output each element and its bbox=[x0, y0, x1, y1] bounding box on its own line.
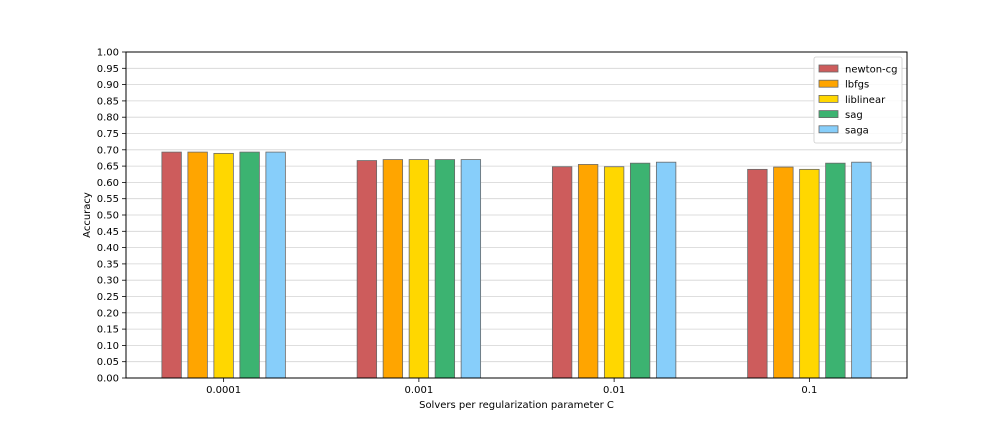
x-tick-label: 0.001 bbox=[405, 385, 434, 396]
bar-lbfgs-0.0001 bbox=[187, 151, 208, 379]
bar-liblinear-0.001 bbox=[408, 159, 430, 379]
legend: newton-cg lbfgs liblinear sag saga bbox=[813, 56, 903, 144]
bar-newton-cg-0.001 bbox=[356, 160, 378, 379]
y-tick-label: 0.60 bbox=[97, 178, 119, 189]
legend-label-liblinear: liblinear bbox=[845, 95, 886, 106]
bar-lbfgs-0.1 bbox=[773, 166, 794, 379]
y-tick-label: 0.70 bbox=[97, 145, 119, 156]
y-tick-label: 0.75 bbox=[97, 129, 119, 140]
y-tick-label: 0.85 bbox=[97, 96, 119, 107]
y-tick-label: 0.95 bbox=[97, 64, 119, 75]
y-tick-label: 0.00 bbox=[97, 374, 119, 385]
y-tick-label: 0.65 bbox=[97, 162, 119, 173]
y-tick-label: 0.35 bbox=[97, 259, 119, 270]
legend-label-newton-cg: newton-cg bbox=[845, 65, 898, 76]
bar-saga-0.001 bbox=[460, 159, 482, 379]
bar-newton-cg-0.1 bbox=[747, 168, 768, 379]
y-axis-ticks: 0.00 0.05 0.10 0.15 0.20 0.25 0.30 0.35 0.40 0.45… bbox=[97, 48, 126, 385]
bars bbox=[161, 151, 872, 379]
y-tick-label: 0.50 bbox=[97, 211, 119, 222]
bar-saga-0.1 bbox=[851, 161, 872, 379]
bar-lbfgs-0.001 bbox=[382, 159, 404, 379]
y-tick-label: 0.05 bbox=[97, 357, 119, 368]
bar-sag-0.001 bbox=[434, 159, 456, 379]
bar-sag-0.0001 bbox=[239, 151, 260, 379]
y-tick-label: 0.15 bbox=[97, 325, 119, 336]
y-tick-label: 0.55 bbox=[97, 194, 119, 205]
legend-label-lbfgs: lbfgs bbox=[845, 80, 869, 91]
x-axis-label: Solvers per regularization parameter C bbox=[419, 400, 614, 411]
bar-newton-cg-0.01 bbox=[551, 166, 573, 379]
y-tick-label: 0.40 bbox=[97, 243, 119, 254]
bar-liblinear-0.01 bbox=[603, 166, 625, 379]
x-tick-label: 0.1 bbox=[801, 385, 817, 396]
bar-saga-0.01 bbox=[655, 161, 677, 379]
legend-box bbox=[813, 56, 903, 144]
bar-sag-0.01 bbox=[629, 162, 651, 379]
bar-newton-cg-0.0001 bbox=[161, 151, 182, 379]
x-axis-ticks: 0.0001 0.001 0.01 0.1 bbox=[206, 378, 817, 396]
y-axis-label: Accuracy bbox=[82, 192, 93, 238]
y-tick-label: 0.45 bbox=[97, 227, 119, 238]
legend-swatch-newton-cg bbox=[818, 64, 839, 73]
legend-swatch-lbfgs bbox=[818, 79, 839, 88]
bar-liblinear-0.0001 bbox=[213, 152, 234, 379]
legend-swatch-sag bbox=[818, 110, 839, 118]
legend-label-sag: sag bbox=[845, 110, 863, 121]
y-tick-label: 0.80 bbox=[97, 113, 119, 124]
y-tick-label: 1.00 bbox=[97, 48, 119, 59]
y-tick-label: 0.10 bbox=[97, 341, 119, 352]
y-tick-label: 0.20 bbox=[97, 308, 119, 319]
bar-lbfgs-0.01 bbox=[577, 164, 599, 379]
bar-liblinear-0.1 bbox=[799, 168, 820, 379]
bar-saga-0.0001 bbox=[265, 151, 286, 379]
x-tick-label: 0.0001 bbox=[206, 385, 241, 396]
legend-swatch-saga bbox=[818, 125, 839, 134]
y-tick-label: 0.25 bbox=[97, 292, 119, 303]
bar-sag-0.1 bbox=[825, 162, 846, 379]
x-tick-label: 0.01 bbox=[603, 385, 625, 396]
legend-label-saga: saga bbox=[845, 125, 869, 136]
y-tick-label: 0.30 bbox=[97, 276, 119, 287]
y-tick-label: 0.90 bbox=[97, 80, 119, 91]
legend-swatch-liblinear bbox=[818, 95, 839, 103]
